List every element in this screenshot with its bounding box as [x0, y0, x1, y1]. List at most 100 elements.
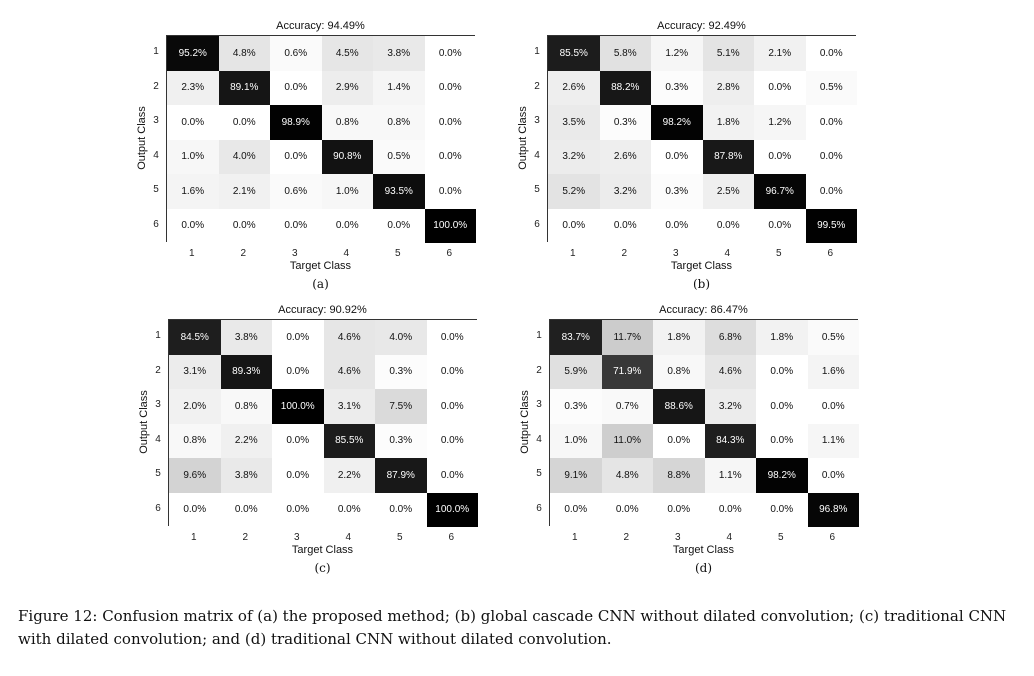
matrix-cell: 0.0%: [805, 105, 857, 140]
x-tick-label: 2: [240, 248, 247, 259]
matrix-cell: 1.0%: [321, 174, 373, 209]
matrix-cell: 0.0%: [424, 139, 476, 174]
matrix-cell: 0.0%: [169, 492, 221, 527]
matrix-cell: 2.0%: [169, 389, 221, 424]
y-tick-label: 2: [534, 80, 540, 92]
matrix-cell: 0.0%: [805, 36, 857, 71]
matrix-cell: 0.0%: [272, 354, 324, 389]
y-tick-label: 3: [155, 399, 161, 411]
chart-title: Accuracy: 94.49%: [276, 20, 365, 32]
matrix-cell: 2.6%: [548, 70, 600, 105]
matrix-cell: 1.1%: [807, 423, 859, 458]
matrix-cell: 0.0%: [426, 389, 478, 424]
y-tick-label: 6: [153, 218, 159, 230]
matrix-cell: 0.0%: [807, 458, 859, 493]
matrix-cell: 0.5%: [807, 320, 859, 355]
matrix-cell: 89.3%: [220, 354, 272, 389]
matrix-cell: 0.0%: [220, 492, 272, 527]
y-tick-label: 5: [155, 468, 161, 480]
matrix-cell: 89.1%: [218, 70, 270, 105]
matrix-cell: 0.0%: [599, 208, 651, 243]
matrix-cell: 4.6%: [704, 354, 756, 389]
chart-title: Accuracy: 92.49%: [657, 20, 746, 32]
x-tick-label: 3: [293, 532, 300, 543]
matrix-cell: 2.9%: [321, 70, 373, 105]
matrix-cell: 4.8%: [218, 36, 270, 71]
figure-caption: Figure 12: Confusion matrix of (a) the p…: [18, 607, 1007, 648]
matrix-cell: 0.0%: [321, 208, 373, 243]
chart-title: Accuracy: 90.92%: [278, 304, 367, 316]
y-tick-label: 4: [536, 433, 542, 445]
matrix-cell: 0.0%: [272, 492, 324, 527]
matrix-cell: 98.2%: [756, 458, 808, 493]
matrix-cell: 83.7%: [550, 320, 602, 355]
matrix-cell: 0.0%: [270, 70, 322, 105]
matrix-cell: 0.3%: [375, 423, 427, 458]
matrix-cell: 9.1%: [550, 458, 602, 493]
matrix-cell: 100.0%: [424, 208, 476, 243]
x-tick-label: 5: [394, 248, 401, 259]
x-tick-label: 6: [829, 532, 836, 543]
matrix-cell: 4.0%: [375, 320, 427, 355]
x-tick-label: 4: [345, 532, 352, 543]
matrix-cell: 1.8%: [702, 105, 754, 140]
y-tick-label: 6: [536, 502, 542, 514]
x-tick-label: 4: [724, 248, 731, 259]
y-tick-label: 1: [536, 330, 542, 342]
matrix-cell: 2.3%: [167, 70, 219, 105]
matrix-cell: 0.3%: [550, 389, 602, 424]
matrix-cell: 0.0%: [550, 492, 602, 527]
y-axis-label: Output Class: [136, 105, 148, 170]
matrix-cell: 3.8%: [373, 36, 425, 71]
matrix-cell: 71.9%: [601, 354, 653, 389]
x-tick-label: 1: [190, 532, 197, 543]
matrix-cell: 3.2%: [704, 389, 756, 424]
x-tick-label: 2: [242, 532, 249, 543]
matrix-cell: 0.0%: [653, 492, 705, 527]
matrix-cell: 0.7%: [601, 389, 653, 424]
matrix-cell: 0.0%: [424, 36, 476, 71]
matrix-cell: 88.6%: [653, 389, 705, 424]
matrix-cell: 0.0%: [218, 208, 270, 243]
matrix-cell: 100.0%: [426, 492, 478, 527]
matrix-cell: 0.8%: [653, 354, 705, 389]
x-tick-label: 6: [446, 248, 453, 259]
matrix-cell: 0.0%: [651, 208, 703, 243]
matrix-cell: 85.5%: [323, 423, 375, 458]
matrix-cell: 0.0%: [272, 320, 324, 355]
x-axis-label: Target Class: [670, 260, 733, 272]
matrix-cell: 3.1%: [169, 354, 221, 389]
matrix-cell: 0.8%: [169, 423, 221, 458]
matrix-cell: 9.6%: [169, 458, 221, 493]
matrix-cell: 0.0%: [424, 174, 476, 209]
matrix-cell: 1.6%: [167, 174, 219, 209]
matrix-cell: 0.5%: [805, 70, 857, 105]
matrix-cell: 4.6%: [323, 354, 375, 389]
matrix-cell: 2.2%: [323, 458, 375, 493]
matrix-cell: 95.2%: [167, 36, 219, 71]
matrix-cell: 3.1%: [323, 389, 375, 424]
matrix-cell: 3.8%: [220, 320, 272, 355]
matrix-cell: 0.0%: [218, 105, 270, 140]
y-tick-label: 3: [153, 115, 159, 127]
matrix-cell: 84.3%: [704, 423, 756, 458]
matrix-cell: 96.8%: [807, 492, 859, 527]
matrix-cell: 3.2%: [548, 139, 600, 174]
matrix-cell: 0.0%: [601, 492, 653, 527]
matrix-cell: 84.5%: [169, 320, 221, 355]
matrix-cell: 11.7%: [601, 320, 653, 355]
matrix-cell: 0.0%: [167, 208, 219, 243]
matrix-cell: 0.0%: [272, 423, 324, 458]
y-tick-label: 3: [536, 399, 542, 411]
y-tick-label: 1: [155, 330, 161, 342]
matrix-cell: 0.3%: [375, 354, 427, 389]
matrix-cell: 4.0%: [218, 139, 270, 174]
matrix-cell: 0.8%: [373, 105, 425, 140]
y-tick-label: 4: [534, 149, 540, 161]
matrix-grid: 83.7% 11.7% 1.8% 6.8% 1.8% 0.5% 5.9% 71.9% 0.8% 4…: [549, 319, 859, 527]
x-tick-label: 5: [396, 532, 403, 543]
chart-title: Accuracy: 86.47%: [659, 304, 748, 316]
panel-sublabel: (d): [694, 561, 713, 575]
matrix-cell: 98.2%: [651, 105, 703, 140]
matrix-cell: 0.0%: [754, 70, 806, 105]
